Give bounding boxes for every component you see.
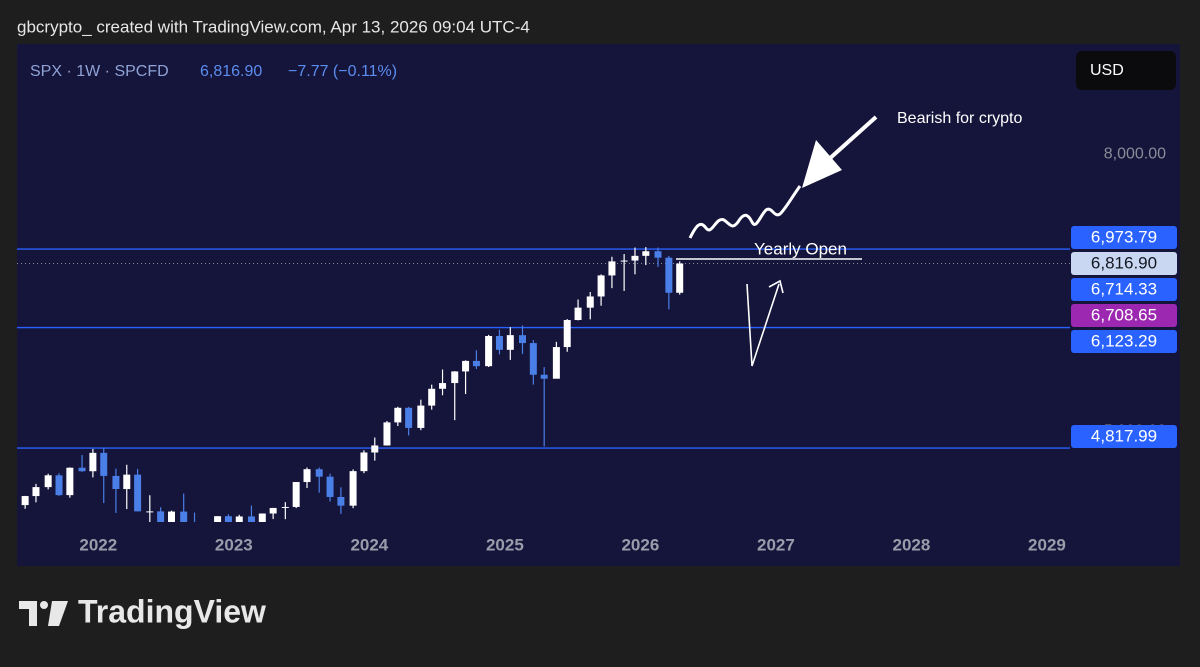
candle-body (258, 513, 266, 522)
price-tag (1071, 226, 1177, 250)
candle-body (462, 360, 470, 372)
candle-body (597, 275, 605, 297)
currency-label[interactable]: USD (1090, 62, 1124, 79)
candle-body (337, 496, 345, 506)
x-tick-label: 2024 (350, 535, 388, 554)
candle-body (642, 251, 650, 256)
price-tag (1071, 252, 1177, 276)
candle-body (21, 496, 29, 506)
plot: Yearly Open (17, 239, 1070, 522)
candle-body (495, 335, 503, 350)
currency-button[interactable] (1076, 51, 1176, 90)
candle-body (586, 296, 594, 308)
logo-mark (40, 601, 48, 609)
price-tag-label: 6,816.90 (1091, 254, 1157, 273)
candle-body (608, 261, 616, 276)
candle-body (574, 307, 582, 321)
logo-mark (48, 601, 68, 626)
yearly-open-label: Yearly Open (754, 239, 847, 258)
last-price: 6,816.90 (200, 63, 262, 80)
candle-body (506, 335, 514, 350)
candle-body (235, 516, 243, 522)
candle-body (654, 251, 662, 258)
price-tag-label: 4,817.99 (1091, 427, 1157, 446)
x-tick-label: 2026 (621, 535, 659, 554)
candle-body (383, 422, 391, 446)
price-tag-label: 6,708.65 (1091, 306, 1157, 325)
candle-body (439, 383, 447, 389)
candle-body (123, 474, 131, 490)
candle-body (676, 263, 684, 293)
candle-body (134, 474, 142, 512)
candle-body (620, 260, 628, 262)
price-tag (1071, 425, 1177, 449)
annotation: Bearish for crypto (897, 110, 1022, 127)
candle-body (360, 452, 368, 472)
candle-body (180, 511, 188, 522)
candle-body (665, 257, 673, 293)
candle-body (428, 388, 436, 406)
candle-body (540, 374, 548, 379)
candle-body (100, 452, 108, 476)
squiggle (688, 185, 802, 239)
candle-body (631, 255, 639, 261)
arrow-head (802, 140, 842, 188)
candle-body (269, 507, 277, 514)
candle-body (281, 506, 289, 508)
price-tag-label: 6,973.79 (1091, 228, 1157, 247)
v-arrow (746, 279, 784, 367)
x-tick-label: 2029 (1028, 535, 1066, 554)
price-tag-label: 6,123.29 (1091, 332, 1157, 351)
candle-body (529, 343, 537, 375)
price-tag (1071, 278, 1177, 302)
candle-body (44, 475, 52, 488)
candle-body (66, 467, 74, 496)
symbol: SPX · 1W · SPCFD (30, 63, 169, 80)
candle-body (224, 516, 232, 522)
x-tick-label: 2028 (893, 535, 931, 554)
x-tick-label: 2022 (79, 535, 117, 554)
candle-body (157, 511, 165, 522)
arrow-shaft (826, 115, 878, 162)
x-tick-label: 2023 (215, 535, 253, 554)
candle-body (518, 335, 526, 344)
candle-body (89, 452, 97, 472)
candle-body (451, 371, 459, 384)
candle-body (394, 407, 402, 423)
candle-body (349, 471, 357, 506)
candle-body (326, 476, 334, 497)
candle-body (32, 487, 40, 497)
chart-panel (17, 44, 1180, 566)
candle-body (405, 407, 413, 428)
candle-body (55, 475, 63, 496)
candle-body (146, 511, 154, 513)
candle-body (214, 516, 222, 522)
candle-body (292, 482, 300, 507)
price-tag-label: 6,714.33 (1091, 280, 1157, 299)
candle-body (315, 469, 323, 477)
price-tag (1071, 304, 1177, 328)
candle-body (371, 445, 379, 453)
candle-body (247, 516, 255, 522)
x-tick-label: 2027 (757, 535, 795, 554)
candle-body (78, 467, 86, 472)
x-tick-label: 2025 (486, 535, 524, 554)
candle-body (485, 335, 493, 367)
logo-mark (19, 601, 37, 626)
candle-body (167, 511, 175, 522)
y-tick-label: 8,000.00 (1104, 146, 1166, 163)
candle-body (112, 475, 120, 490)
candle-body (303, 469, 311, 483)
candle-body (472, 360, 480, 367)
candle-body (552, 347, 560, 379)
source-line: gbcrypto_ created with TradingView.com, … (17, 17, 530, 36)
candle-body (563, 320, 571, 348)
brand: TradingView (78, 593, 266, 629)
price-tag (1071, 330, 1177, 354)
candle-body (417, 405, 425, 428)
price-change: −7.77 (−0.11%) (288, 63, 397, 80)
